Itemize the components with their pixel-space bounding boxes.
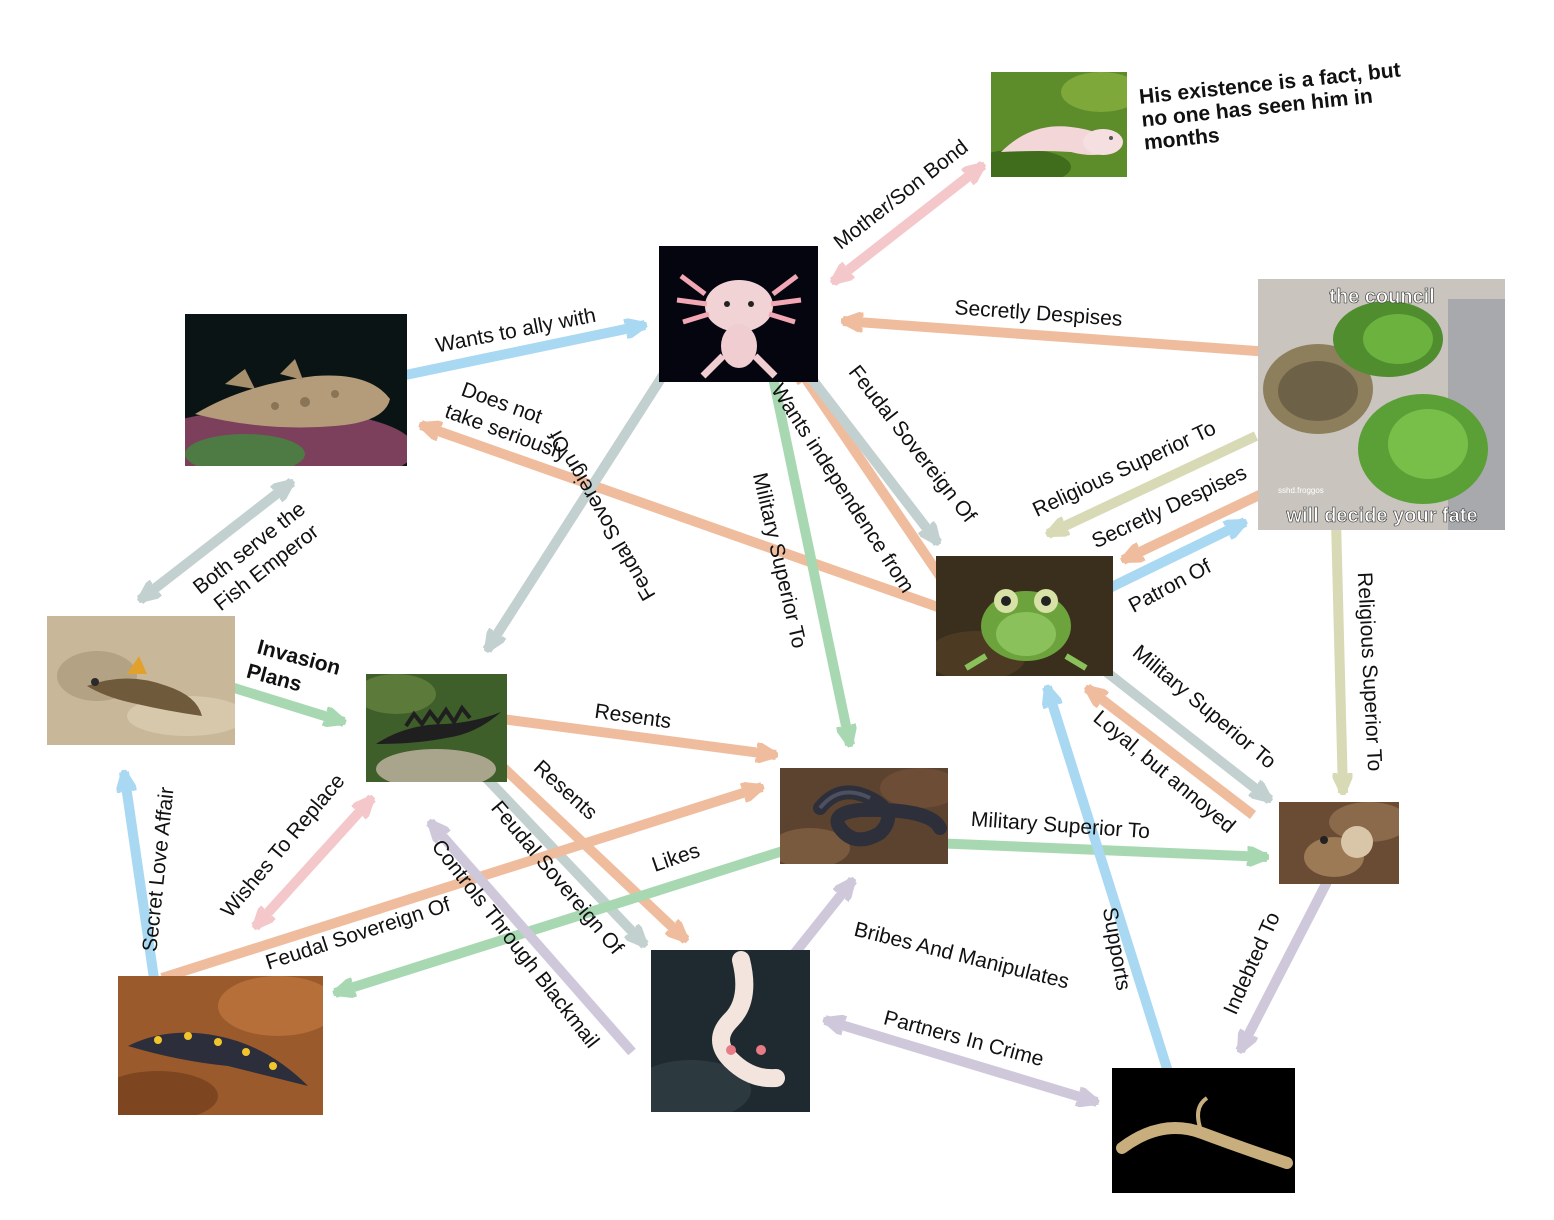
- meme-bottom-text: will decide your fate: [1285, 505, 1477, 527]
- node-crested-newt: [366, 674, 507, 782]
- label-likes: Secret Love Affair: [138, 786, 178, 953]
- edge-singingfrog-loyal-glassfrog: [1087, 688, 1253, 815]
- label-resents-2: Resents: [529, 756, 602, 825]
- label-religious-superior-2: Religious Superior To: [1353, 572, 1386, 772]
- node-legless-lizard: [1112, 1068, 1295, 1193]
- label-secretly-despises-1: Secretly Despises: [954, 296, 1123, 331]
- edge-caecilian-military-singingfrog: [908, 842, 1267, 857]
- node-caecilian: [780, 768, 948, 864]
- node-spotted-salamander: [118, 976, 323, 1115]
- label-bribes-and-manipulates: Bribes And Manipulates: [852, 918, 1072, 994]
- node-axolotl: [659, 246, 818, 382]
- node-glass-frog: [936, 556, 1113, 676]
- label-patron-of: Patron Of: [1125, 555, 1215, 618]
- label-both-serve-fish-emperor: Both serve the Fish Emperor: [189, 497, 326, 619]
- edge-council-religious-singingfrog: [1336, 520, 1343, 793]
- node-mudskipper: [47, 616, 235, 745]
- label-military-superior-2: Military Superior To: [970, 808, 1151, 843]
- label-feudal-sovereign-1: Feudal Sovereign Of: [544, 426, 660, 604]
- label-indebted-to: Indebted To: [1219, 909, 1285, 1018]
- label-military-superior-3: Likes: [649, 839, 703, 877]
- meme-watermark: sshd.froggos: [1278, 486, 1324, 495]
- node-calling-frog: [1279, 802, 1399, 884]
- node-council-meme: the council will decide your fate sshd.f…: [1258, 279, 1505, 530]
- node-wobbegong: [185, 314, 407, 466]
- node-pink-salamander: [991, 72, 1127, 177]
- node-olm: [651, 950, 810, 1112]
- meme-top-text: the council: [1329, 286, 1435, 308]
